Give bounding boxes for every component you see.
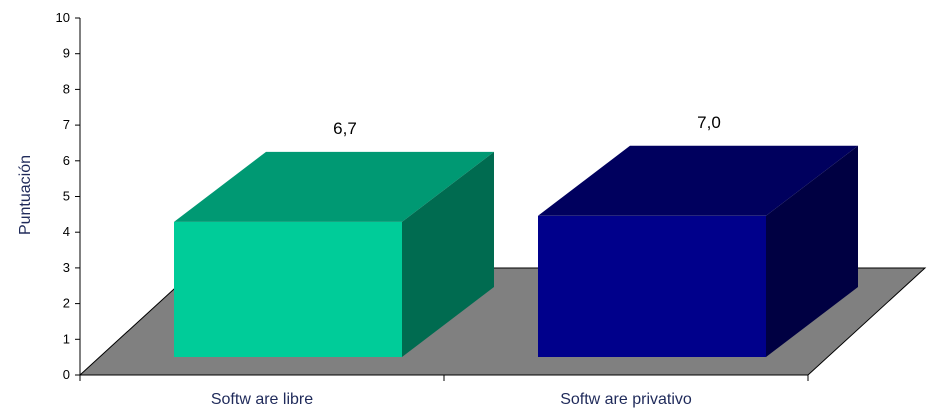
y-tick-label: 1 — [63, 331, 70, 346]
y-tick-label: 3 — [63, 260, 70, 275]
y-tick-label: 5 — [63, 189, 70, 204]
bar-side-face — [402, 151, 494, 357]
y-axis-title: Puntuación — [17, 155, 34, 235]
bar-value-label: 6,7 — [333, 119, 357, 138]
x-category-label: Softw are privativo — [560, 391, 692, 408]
x-category-label: Softw are libre — [211, 391, 313, 408]
y-tick-label: 10 — [56, 10, 70, 25]
y-tick-label: 4 — [63, 224, 70, 239]
bar-front-face — [538, 215, 766, 357]
bar-top-face — [538, 145, 858, 216]
bar-top-face — [174, 151, 494, 222]
y-tick-label: 8 — [63, 81, 70, 96]
y-tick-label: 2 — [63, 296, 70, 311]
y-tick-label: 0 — [63, 367, 70, 382]
y-tick-label: 6 — [63, 153, 70, 168]
bar-side-face — [766, 145, 858, 357]
y-tick-label: 7 — [63, 117, 70, 132]
y-tick-label: 9 — [63, 46, 70, 61]
bar-front-face — [174, 221, 402, 357]
bar-value-label: 7,0 — [697, 113, 721, 132]
